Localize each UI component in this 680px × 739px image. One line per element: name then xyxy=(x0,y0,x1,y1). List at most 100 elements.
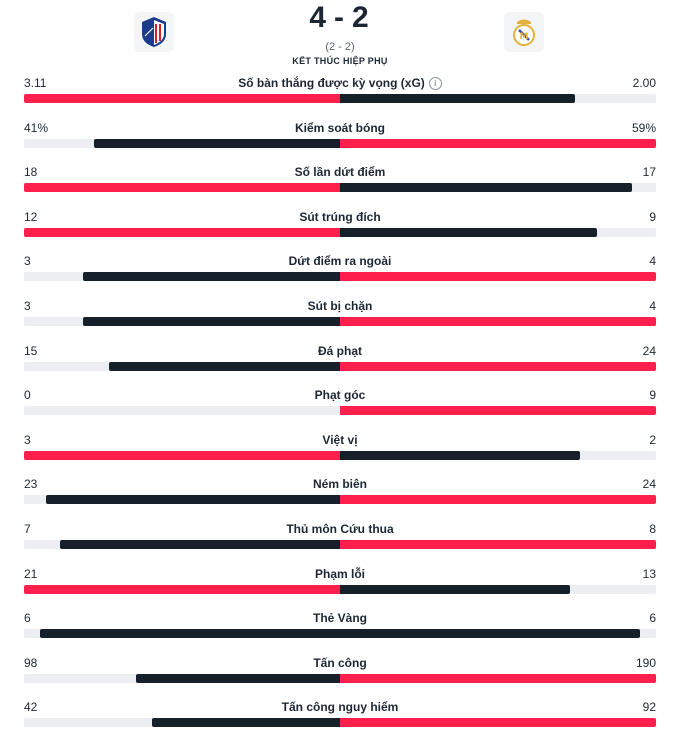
stat-bar-track xyxy=(24,718,656,728)
stat-row: 7 Thủ môn Cứu thua 8 xyxy=(0,516,680,561)
stat-row: 41% Kiểm soát bóng 59% xyxy=(0,115,680,160)
away-stat-bar xyxy=(340,673,656,683)
stat-name: Sút trúng đích xyxy=(24,209,656,225)
stat-name-text: Số bàn thắng được kỳ vọng (xG) xyxy=(238,76,425,90)
home-stat-value: 6 xyxy=(24,611,31,626)
stat-labels: 3.11 Số bàn thắng được kỳ vọng (xG) i 2.00 xyxy=(24,75,656,91)
home-stat-value: 98 xyxy=(24,655,38,670)
stat-bar-track xyxy=(24,94,656,103)
home-stat-bar xyxy=(24,450,340,460)
stat-row: 18 Số lần dứt điểm 17 xyxy=(0,159,680,204)
stat-labels: 15 Đá phạt 24 xyxy=(24,343,656,359)
scoreline: 4-2 xyxy=(0,0,680,36)
stat-bar-track xyxy=(24,138,656,148)
stat-name: Đá phạt xyxy=(24,343,656,359)
home-stat-value: 23 xyxy=(24,477,38,492)
stat-labels: 42 Tấn công nguy hiểm 92 xyxy=(24,699,656,715)
match-header: 4-2 (2 - 2) KẾT THÚC HIỆP PHỤ M xyxy=(0,0,680,70)
stat-name-text: Dứt điểm ra ngoài xyxy=(288,254,392,269)
away-stat-value: 13 xyxy=(642,566,656,581)
stat-labels: 12 Sút trúng đích 9 xyxy=(24,209,656,225)
info-icon[interactable]: i xyxy=(428,77,442,90)
stat-name-text: Tấn công nguy hiểm xyxy=(281,700,399,715)
home-stat-value: 15 xyxy=(24,343,38,358)
stat-row: 15 Đá phạt 24 xyxy=(0,338,680,383)
stat-name-text: Phạm lỗi xyxy=(314,566,365,581)
away-stat-value: 6 xyxy=(649,611,656,626)
away-stat-bar xyxy=(340,316,656,326)
away-stat-bar xyxy=(340,629,641,639)
stat-labels: 18 Số lần dứt điểm 17 xyxy=(24,164,656,180)
away-stat-bar xyxy=(340,406,656,416)
away-stat-value: 24 xyxy=(642,343,656,358)
home-stat-bar xyxy=(24,94,340,103)
stat-row: 3.11 Số bàn thắng được kỳ vọng (xG) i 2.00 xyxy=(0,70,680,115)
stat-labels: 6 Thẻ Vàng 6 xyxy=(24,610,656,626)
home-stat-bar xyxy=(24,584,340,594)
away-stat-value: 8 xyxy=(649,521,656,536)
stat-name: Thẻ Vàng xyxy=(24,610,656,626)
home-stat-bar xyxy=(24,183,340,193)
stat-name: Ném biên xyxy=(24,476,656,492)
away-stat-bar xyxy=(340,495,656,505)
home-stat-bar xyxy=(46,495,340,505)
away-stat-value: 2 xyxy=(649,432,656,447)
home-stat-value: 3 xyxy=(24,254,31,269)
stat-bar-track xyxy=(24,361,656,371)
away-stat-value: 9 xyxy=(649,388,656,403)
stat-row: 21 Phạm lỗi 13 xyxy=(0,561,680,606)
home-stat-bar xyxy=(82,316,340,326)
stat-labels: 21 Phạm lỗi 13 xyxy=(24,566,656,582)
stat-name: Tấn công nguy hiểm xyxy=(24,699,656,715)
stat-bar-track xyxy=(24,406,656,416)
stat-name-text: Thẻ Vàng xyxy=(312,611,367,626)
stat-bar-track xyxy=(24,316,656,326)
home-stat-value: 18 xyxy=(24,165,38,180)
away-stat-bar xyxy=(340,718,656,728)
away-stat-bar xyxy=(340,584,570,594)
stat-name: Thủ môn Cứu thua xyxy=(24,521,656,537)
stat-bar-track xyxy=(24,673,656,683)
stat-row: 6 Thẻ Vàng 6 xyxy=(0,605,680,650)
stat-labels: 7 Thủ môn Cứu thua 8 xyxy=(24,521,656,537)
score-separator: - xyxy=(334,1,346,34)
away-stat-value: 24 xyxy=(642,477,656,492)
stat-name-text: Kiểm soát bóng xyxy=(294,120,385,135)
away-team-crest[interactable]: M xyxy=(504,12,544,52)
stat-labels: 98 Tấn công 190 xyxy=(24,655,656,671)
stat-name: Dứt điểm ra ngoài xyxy=(24,253,656,269)
stat-name-text: Sút trúng đích xyxy=(299,209,381,224)
home-stat-value: 12 xyxy=(24,209,38,224)
stat-name-text: Ném biên xyxy=(312,477,367,492)
regular-time-score: (2 - 2) xyxy=(325,41,355,53)
away-stat-bar xyxy=(340,183,632,193)
stat-labels: 3 Dứt điểm ra ngoài 4 xyxy=(24,253,656,269)
home-team-crest[interactable] xyxy=(134,12,174,52)
stat-name: Tấn công xyxy=(24,655,656,671)
stat-bar-track xyxy=(24,183,656,193)
stat-bar-track xyxy=(24,584,656,594)
away-stat-bar xyxy=(340,138,656,148)
stat-name: Số bàn thắng được kỳ vọng (xG) i xyxy=(24,75,656,91)
home-stat-bar xyxy=(24,227,340,237)
stat-name: Phạm lỗi xyxy=(24,566,656,582)
stat-name-text: Đá phạt xyxy=(317,343,362,358)
home-stat-value: 41% xyxy=(24,120,49,135)
home-stat-value: 42 xyxy=(24,700,38,715)
stat-name-text: Số lần dứt điểm xyxy=(294,165,386,180)
away-stat-bar xyxy=(340,94,575,103)
away-stat-value: 190 xyxy=(635,655,656,670)
stat-row: 12 Sút trúng đích 9 xyxy=(0,204,680,249)
away-stat-bar xyxy=(340,450,581,460)
stat-name: Số lần dứt điểm xyxy=(24,164,656,180)
stat-bar-track xyxy=(24,495,656,505)
stat-labels: 3 Việt vị 2 xyxy=(24,432,656,448)
away-stat-value: 92 xyxy=(642,700,656,715)
stat-name: Phạt góc xyxy=(24,387,656,403)
away-stat-value: 4 xyxy=(649,298,656,313)
stat-row: 3 Việt vị 2 xyxy=(0,427,680,472)
stat-name-text: Tấn công xyxy=(313,655,367,670)
home-stat-bar xyxy=(59,539,340,549)
home-stat-bar xyxy=(39,629,340,639)
stat-labels: 23 Ném biên 24 xyxy=(24,476,656,492)
